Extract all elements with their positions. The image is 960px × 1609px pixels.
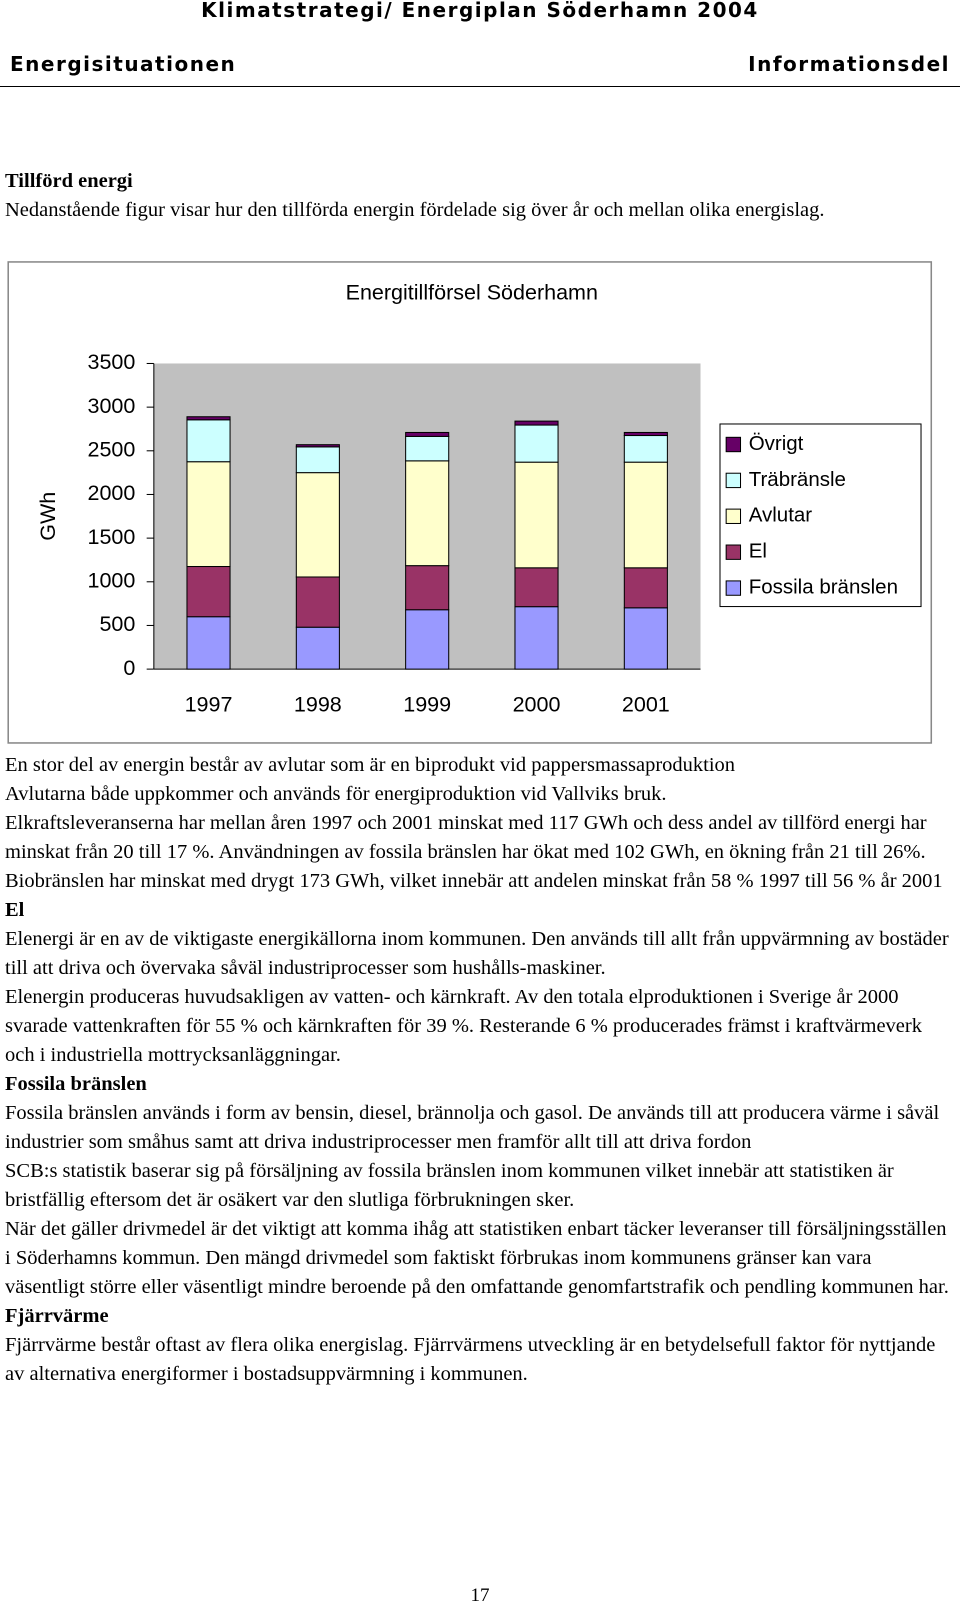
x-tick-label: 1997: [185, 693, 233, 717]
intro: Tillförd energi Nedanstående figur visar…: [5, 167, 953, 225]
legend-swatch: [725, 544, 742, 560]
bar-segment: [186, 461, 231, 568]
bar-segment: [514, 420, 559, 426]
paragraph: Fjärrvärme består oftast av flera olika …: [5, 1334, 936, 1385]
bar-segment: [295, 576, 340, 628]
doc-title: Klimatstrategi/ Energiplan Söderhamn 200…: [201, 0, 759, 22]
y-tick-label: 1500: [88, 525, 136, 549]
paragraph: En stor del av energin består av avlutar…: [5, 754, 736, 776]
legend-label: Övrigt: [749, 432, 804, 455]
x-tick-label: 2001: [622, 693, 670, 717]
bar-segment: [186, 419, 231, 463]
bar-segment: [405, 565, 450, 611]
legend-label: Avlutar: [749, 504, 813, 527]
legend-label: El: [749, 540, 767, 563]
chart-title: Energitillförsel Söderhamn: [346, 280, 598, 304]
paragraph: Elenergin produceras huvudsakligen av va…: [5, 986, 922, 1066]
paragraph: SCB:s statistik baserar sig på försäljni…: [5, 1160, 894, 1211]
paragraph: När det gäller drivmedel är det viktigt …: [5, 1218, 949, 1298]
heading: Fjärrvärme: [5, 1305, 109, 1327]
x-tick-label: 1999: [403, 693, 451, 717]
header-rule: [0, 86, 960, 87]
bar-segment: [623, 567, 668, 609]
body-text: En stor del av energin består av avlutar…: [5, 751, 953, 1389]
bar-segment: [514, 424, 559, 463]
legend-swatch: [725, 508, 742, 524]
heading: El: [5, 899, 25, 921]
heading: Fossila bränslen: [5, 1073, 147, 1095]
paragraph: Elenergi är en av de viktigaste energikä…: [5, 928, 949, 979]
legend-swatch: [725, 436, 742, 453]
legend: [719, 423, 922, 608]
y-tick-label: 0: [123, 656, 135, 680]
y-tick-label: 2000: [88, 481, 136, 505]
bar-segment: [623, 431, 668, 437]
bar-segment: [623, 461, 668, 569]
bar-segment: [405, 460, 450, 567]
bar-segment: [186, 565, 231, 618]
y-tick-label: 1000: [88, 568, 136, 592]
bar-segment: [295, 472, 340, 578]
legend-swatch: [725, 472, 742, 489]
bar-segment: [295, 446, 340, 474]
bar-segment: [514, 461, 559, 569]
bar-segment: [295, 626, 340, 670]
legend-swatch: [725, 580, 742, 596]
legend-label: Fossila bränslen: [749, 576, 898, 599]
bar-segment: [405, 435, 450, 462]
bar-segment: [405, 609, 450, 670]
bar-segment: [623, 607, 668, 670]
y-tick-label: 3000: [88, 394, 136, 418]
bar-segment: [514, 606, 559, 670]
paragraph: Fossila bränslen används i form av bensi…: [5, 1102, 940, 1153]
bar-segment: [514, 567, 559, 608]
page-number: 17: [470, 1585, 490, 1606]
section-left: Energisituationen: [10, 52, 237, 76]
y-tick-label: 3500: [88, 350, 136, 374]
paragraph: Elkraftsleveranserna har mellan åren 199…: [5, 812, 943, 892]
y-axis-label: GWh: [36, 492, 60, 541]
bar-segment: [186, 616, 231, 670]
x-tick-label: 2000: [513, 693, 561, 717]
bar-segment: [405, 431, 450, 437]
legend-label: Träbränsle: [749, 468, 846, 491]
bar-segment: [186, 416, 231, 421]
bar-segment: [623, 435, 668, 463]
x-tick-label: 1998: [294, 693, 342, 717]
paragraph: Avlutarna både uppkommer och används för…: [5, 783, 667, 805]
bar-segment: [295, 444, 340, 448]
y-tick-label: 500: [99, 612, 135, 636]
y-tick-label: 2500: [88, 437, 136, 461]
heading: Tillförd energi: [5, 170, 133, 192]
paragraph: Nedanstående figur visar hur den tillför…: [5, 199, 825, 221]
section-right: Informationsdel: [748, 52, 950, 76]
